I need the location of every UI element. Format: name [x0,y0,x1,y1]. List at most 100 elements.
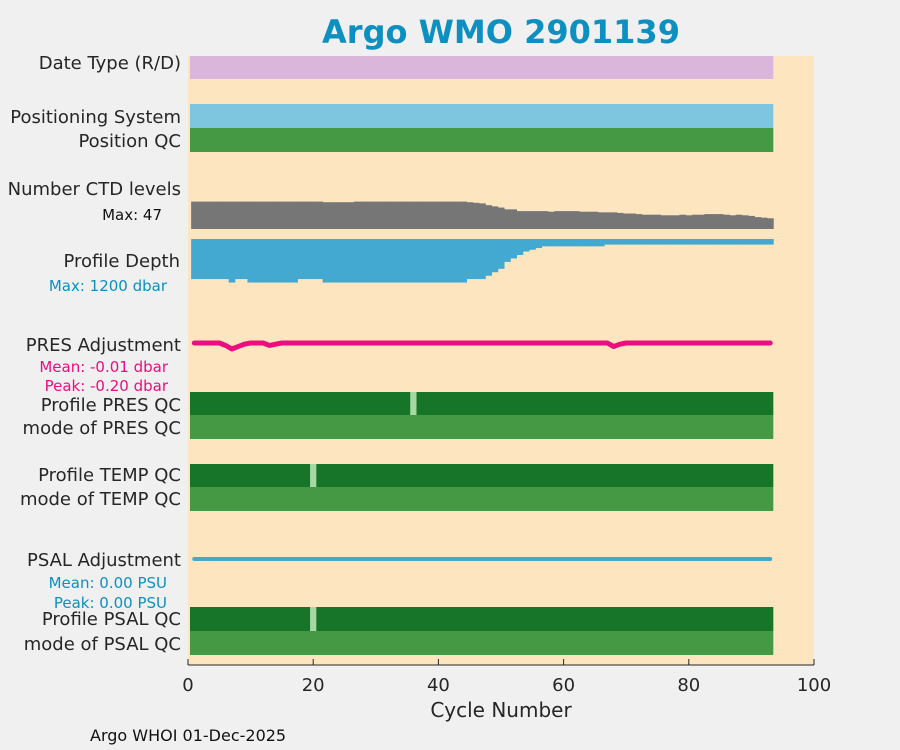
ctd-levels-bar [710,214,718,229]
profile-depth-bar [535,239,543,249]
label-psal-adjustment: PSAL Adjustment [27,550,181,571]
ctd-levels-bar [316,201,323,229]
profile-depth-bar [541,239,549,247]
ctd-levels-bar [685,215,693,229]
profile-depth-bar [297,239,305,280]
ctd-levels-bar [285,201,292,229]
profile-pres-qc-flag [410,392,417,415]
profile-depth-bar [391,239,399,283]
profile-depth-bar [253,239,261,283]
ctd-levels-bar [366,201,374,229]
profile-pres-qc-band [190,392,774,415]
plot-area [188,56,814,665]
label-pres-adjustment: PRES Adjustment [26,335,181,356]
profile-depth-bar [522,239,530,252]
ctd-levels-bar [635,214,643,229]
x-tick-label: 40 [427,675,450,696]
ctd-levels-bar [203,201,211,229]
label-psal-mean: Mean: 0.00 PSU [49,574,167,592]
profile-depth-bar [360,239,367,283]
ctd-levels-bar [259,201,267,229]
x-tick-label: 60 [552,675,575,696]
profile-depth-bar [341,239,349,283]
profile-depth-bar [209,239,217,280]
profile-depth-bar [610,239,618,245]
profile-depth-bar [353,239,361,283]
ctd-levels-bar [322,202,330,229]
ctd-levels-bar [297,201,305,229]
profile-depth-bar [328,239,336,283]
ctd-levels-bar [648,214,655,229]
profile-depth-bar [259,239,267,283]
ctd-levels-bar [623,213,630,229]
ctd-levels-bar [278,201,286,229]
data-marks [190,56,774,655]
profile-depth-bar [673,239,680,245]
ctd-levels-bar [641,214,649,229]
profile-depth-bar [604,239,611,245]
profile-depth-bar [241,239,248,280]
label-profile-pres-qc: Profile PRES QC [41,395,181,416]
ctd-levels-bar [303,201,311,229]
profile-depth-bar [641,239,649,245]
profile-depth-bar [485,239,493,276]
profile-depth-bar [616,239,624,245]
profile-depth-bar [629,239,636,245]
ctd-levels-bar [585,211,593,229]
profile-depth-bar [685,239,693,245]
profile-depth-bar [234,239,242,280]
date-type-band [190,56,774,79]
ctd-levels-bar [504,209,511,229]
label-pres-peak: Peak: -0.20 dbar [45,377,169,395]
ctd-levels-bar [429,201,436,229]
label-date-type: Date Type (R/D) [39,53,181,74]
profile-depth-bar [191,239,198,280]
chart-title: Argo WMO 2901139 [322,13,680,51]
ctd-levels-bar [673,215,680,229]
ctd-levels-bar [385,201,392,229]
ctd-levels-bar [403,201,411,229]
profile-depth-bar [435,239,442,283]
profile-depth-bar [460,239,467,283]
profile-depth-bar [735,239,743,245]
profile-depth-bar [547,239,555,247]
profile-depth-bar [222,239,230,280]
profile-depth-bar [767,239,774,245]
x-tick-label: 80 [677,675,700,696]
ctd-levels-bar [541,211,549,229]
profile-depth-bar [466,239,474,280]
label-mode-psal-qc: mode of PSAL QC [24,634,181,655]
profile-depth-bar [335,239,342,283]
profile-psal-qc-band [190,607,774,631]
ctd-levels-bar [479,203,486,229]
ctd-levels-bar [716,214,724,229]
ctd-levels-bar [410,201,417,229]
label-profile-psal-qc: Profile PSAL QC [42,609,181,630]
profile-depth-bar [429,239,436,283]
profile-depth-bar [316,239,323,280]
ctd-levels-bar [447,201,455,229]
profile-depth-bar [497,239,505,269]
ctd-levels-bar [497,207,505,229]
profile-depth-bar [272,239,280,283]
profile-depth-bar [591,239,599,247]
profile-depth-bar [742,239,749,245]
x-axis-label: Cycle Number [430,698,572,722]
profile-depth-bar [566,239,574,247]
label-mode-pres-qc: mode of PRES QC [23,418,181,439]
profile-depth-bar [454,239,461,283]
profile-depth-bar [748,239,755,245]
profile-depth-bar [716,239,724,245]
ctd-levels-bar [253,201,261,229]
profile-depth-bar [385,239,392,283]
ctd-levels-bar [598,212,605,229]
ctd-levels-bar [629,213,636,229]
ctd-levels-bar [591,211,599,229]
ctd-levels-bar [378,201,386,229]
ctd-levels-bar [347,202,355,229]
mode-temp-qc-band [190,487,774,511]
label-profile-depth: Profile Depth [63,251,180,272]
ctd-levels-bar [691,214,699,229]
profile-depth-bar [397,239,405,283]
ctd-levels-bar [510,209,518,229]
